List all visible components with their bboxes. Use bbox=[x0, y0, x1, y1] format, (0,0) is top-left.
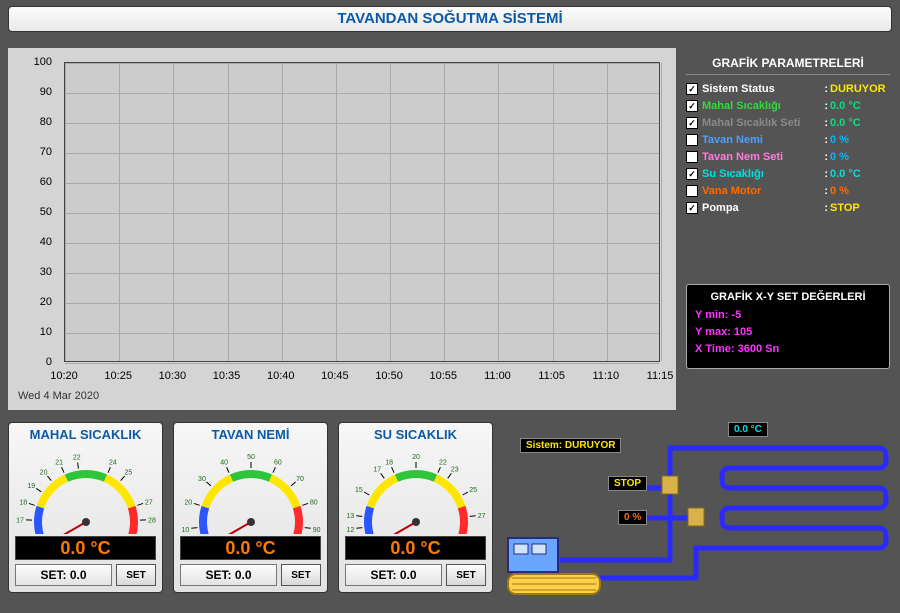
gauge-value: 0.0 °C bbox=[15, 536, 156, 560]
svg-text:17: 17 bbox=[16, 518, 24, 525]
svg-text:60: 60 bbox=[274, 460, 282, 467]
gauge-box: TAVAN NEMİ01020304050607080901000.0 °CSE… bbox=[173, 422, 328, 593]
svg-text:70: 70 bbox=[296, 476, 304, 483]
param-row: Tavan Nem Seti:0 % bbox=[686, 151, 890, 163]
system-status-badge: Sistem: DURUYOR bbox=[520, 438, 621, 453]
svg-text:18: 18 bbox=[385, 460, 393, 467]
svg-text:30: 30 bbox=[198, 476, 206, 483]
xy-title: GRAFİK X-Y SET DEĞERLERİ bbox=[695, 291, 881, 303]
schematic-diagram: Sistem: DURUYOR 0.0 °C STOP 0 % bbox=[490, 418, 892, 606]
svg-text:20: 20 bbox=[40, 469, 48, 476]
svg-text:20: 20 bbox=[184, 500, 192, 507]
gauge-set-button[interactable]: SET bbox=[446, 564, 486, 586]
supply-temp-badge: 0.0 °C bbox=[728, 422, 768, 437]
svg-text:27: 27 bbox=[478, 513, 486, 520]
param-checkbox[interactable] bbox=[686, 134, 698, 146]
svg-text:22: 22 bbox=[73, 455, 81, 462]
param-row: ✓Mahal Sıcaklık Seti:0.0 °C bbox=[686, 117, 890, 129]
gauge-title: SU SICAKLIK bbox=[345, 427, 486, 442]
param-row: ✓Sistem Status:DURUYOR bbox=[686, 83, 890, 95]
param-label: Mahal Sıcaklığı bbox=[702, 100, 822, 112]
valve-percent-badge: 0 % bbox=[618, 510, 647, 525]
param-label: Pompa bbox=[702, 202, 822, 214]
param-value: 0 % bbox=[830, 151, 890, 163]
param-value: 0 % bbox=[830, 185, 890, 197]
param-row: Tavan Nemi:0 % bbox=[686, 134, 890, 146]
gauge-set-button[interactable]: SET bbox=[116, 564, 156, 586]
param-label: Tavan Nem Seti bbox=[702, 151, 822, 163]
param-value: 0.0 °C bbox=[830, 117, 890, 129]
param-value: STOP bbox=[830, 202, 890, 214]
param-value: 0.0 °C bbox=[830, 100, 890, 112]
param-row: ✓Pompa:STOP bbox=[686, 202, 890, 214]
svg-text:28: 28 bbox=[148, 518, 156, 525]
svg-text:90: 90 bbox=[313, 527, 321, 534]
gauge-box: SU SICAKLIK1012131517182022232527300.0 °… bbox=[338, 422, 493, 593]
svg-text:27: 27 bbox=[145, 500, 153, 507]
gauge-setpoint[interactable]: SET: 0.0 bbox=[345, 564, 442, 586]
svg-text:18: 18 bbox=[19, 500, 27, 507]
svg-text:25: 25 bbox=[469, 487, 477, 494]
gauge-title: TAVAN NEMİ bbox=[180, 427, 321, 442]
gauge-title: MAHAL SICAKLIK bbox=[15, 427, 156, 442]
gauge-box: MAHAL SICAKLIK1517181920212224252728300.… bbox=[8, 422, 163, 593]
param-value: DURUYOR bbox=[830, 83, 890, 95]
param-checkbox[interactable]: ✓ bbox=[686, 168, 698, 180]
gauge-setpoint[interactable]: SET: 0.0 bbox=[15, 564, 112, 586]
param-checkbox[interactable]: ✓ bbox=[686, 100, 698, 112]
param-label: Vana Motor bbox=[702, 185, 822, 197]
svg-text:80: 80 bbox=[310, 500, 318, 507]
svg-text:23: 23 bbox=[451, 467, 459, 474]
svg-text:17: 17 bbox=[373, 467, 381, 474]
gauge-value: 0.0 °C bbox=[180, 536, 321, 560]
svg-text:22: 22 bbox=[439, 460, 447, 467]
svg-text:15: 15 bbox=[355, 487, 363, 494]
param-label: Su Sıcaklığı bbox=[702, 168, 822, 180]
xy-set-panel: GRAFİK X-Y SET DEĞERLERİ Y min: -5 Y max… bbox=[686, 284, 890, 369]
xy-ymin[interactable]: Y min: -5 bbox=[695, 309, 881, 321]
param-label: Tavan Nemi bbox=[702, 134, 822, 146]
svg-text:12: 12 bbox=[346, 527, 354, 534]
param-value: 0.0 °C bbox=[830, 168, 890, 180]
trend-chart: 0102030405060708090100 10:2010:2510:3010… bbox=[8, 48, 676, 410]
svg-text:25: 25 bbox=[125, 469, 133, 476]
svg-text:40: 40 bbox=[220, 460, 228, 467]
page-title: TAVANDAN SOĞUTMA SİSTEMİ bbox=[8, 6, 892, 32]
xy-xtime[interactable]: X Time: 3600 Sn bbox=[695, 343, 881, 355]
param-row: ✓Mahal Sıcaklığı:0.0 °C bbox=[686, 100, 890, 112]
param-checkbox[interactable]: ✓ bbox=[686, 117, 698, 129]
graph-parameters-panel: GRAFİK PARAMETRELERİ ✓Sistem Status:DURU… bbox=[686, 56, 890, 219]
xy-ymax[interactable]: Y max: 105 bbox=[695, 326, 881, 338]
chart-date: Wed 4 Mar 2020 bbox=[18, 390, 99, 402]
params-title: GRAFİK PARAMETRELERİ bbox=[686, 56, 890, 75]
param-checkbox[interactable]: ✓ bbox=[686, 202, 698, 214]
gauge-value: 0.0 °C bbox=[345, 536, 486, 560]
param-row: ✓Su Sıcaklığı:0.0 °C bbox=[686, 168, 890, 180]
param-label: Mahal Sıcaklık Seti bbox=[702, 117, 822, 129]
svg-text:13: 13 bbox=[346, 513, 354, 520]
param-label: Sistem Status bbox=[702, 83, 822, 95]
svg-text:24: 24 bbox=[109, 460, 117, 467]
svg-text:50: 50 bbox=[247, 454, 255, 461]
param-checkbox[interactable] bbox=[686, 151, 698, 163]
svg-text:20: 20 bbox=[412, 454, 420, 461]
svg-text:19: 19 bbox=[27, 483, 35, 490]
param-row: Vana Motor:0 % bbox=[686, 185, 890, 197]
svg-text:21: 21 bbox=[55, 460, 63, 467]
gauge-setpoint[interactable]: SET: 0.0 bbox=[180, 564, 277, 586]
svg-text:10: 10 bbox=[181, 527, 189, 534]
pump-status-badge: STOP bbox=[608, 476, 647, 491]
gauge-set-button[interactable]: SET bbox=[281, 564, 321, 586]
param-checkbox[interactable]: ✓ bbox=[686, 83, 698, 95]
param-checkbox[interactable] bbox=[686, 185, 698, 197]
param-value: 0 % bbox=[830, 134, 890, 146]
